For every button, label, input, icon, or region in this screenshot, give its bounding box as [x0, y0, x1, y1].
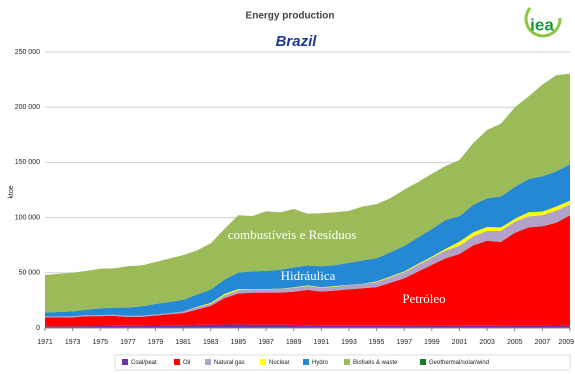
- legend-label: Nuclear: [269, 360, 290, 366]
- legend-label: Geothermal/solar/wind: [429, 360, 489, 366]
- y-tick-label: 0: [36, 325, 40, 332]
- x-tick-label: 2009: [558, 339, 574, 346]
- x-tick-label: 1981: [175, 339, 191, 346]
- x-tick-label: 1971: [37, 339, 53, 346]
- x-tick-label: 1979: [148, 339, 164, 346]
- legend-box: [114, 354, 571, 371]
- x-tick-label: 1975: [92, 339, 108, 346]
- annotation: combustíveis e Resíduos: [228, 227, 357, 242]
- y-tick-label: 250 000: [15, 49, 40, 56]
- legend-swatch: [344, 359, 350, 365]
- legend-label: Biofuels & waste: [353, 360, 398, 366]
- area: [45, 215, 570, 327]
- x-tick-label: 1993: [341, 339, 357, 346]
- area: [45, 324, 570, 328]
- logo: iea: [524, 7, 562, 38]
- x-tick-label: 1995: [369, 339, 385, 346]
- y-tick-label: 200 000: [15, 104, 40, 111]
- x-tick-label: 2005: [507, 339, 523, 346]
- y-tick-label: 50 000: [19, 270, 41, 277]
- x-tick-label: 1987: [258, 339, 274, 346]
- legend-swatch: [205, 359, 211, 365]
- x-tick-label: 1991: [314, 339, 330, 346]
- chart-title: Energy production: [246, 11, 335, 22]
- legend-label: Coal/peat: [131, 360, 157, 366]
- chart-subtitle: Brazil: [276, 33, 318, 50]
- legend-swatch: [174, 359, 180, 365]
- logo-arc: [524, 7, 562, 38]
- x-tick-label: 1985: [231, 339, 247, 346]
- logo-text: iea: [530, 15, 554, 34]
- y-tick-label: 150 000: [15, 159, 40, 166]
- x-tick-label: 1999: [424, 339, 440, 346]
- legend-label: Oil: [183, 360, 190, 366]
- x-tick-label: 1997: [396, 339, 412, 346]
- x-tick-label: 2003: [479, 339, 495, 346]
- legend-label: Hydro: [312, 360, 329, 366]
- legend-label: Natural gas: [214, 360, 245, 366]
- annotation: Hidráulica: [281, 268, 336, 283]
- y-tick-label: 100 000: [15, 214, 40, 221]
- legend-swatch: [260, 359, 266, 365]
- x-tick-label: 2007: [535, 339, 551, 346]
- legend-swatch: [420, 359, 426, 365]
- x-tick-label: 2001: [452, 339, 468, 346]
- x-tick-label: 1973: [65, 339, 81, 346]
- legend-swatch: [122, 359, 128, 365]
- area: [45, 73, 570, 313]
- annotation: Petróleo: [402, 291, 445, 306]
- x-tick-label: 1983: [203, 339, 219, 346]
- y-axis-label: ktoe: [8, 185, 15, 198]
- x-tick-label: 1989: [286, 339, 302, 346]
- legend-swatch: [303, 359, 309, 365]
- x-tick-label: 1977: [120, 339, 136, 346]
